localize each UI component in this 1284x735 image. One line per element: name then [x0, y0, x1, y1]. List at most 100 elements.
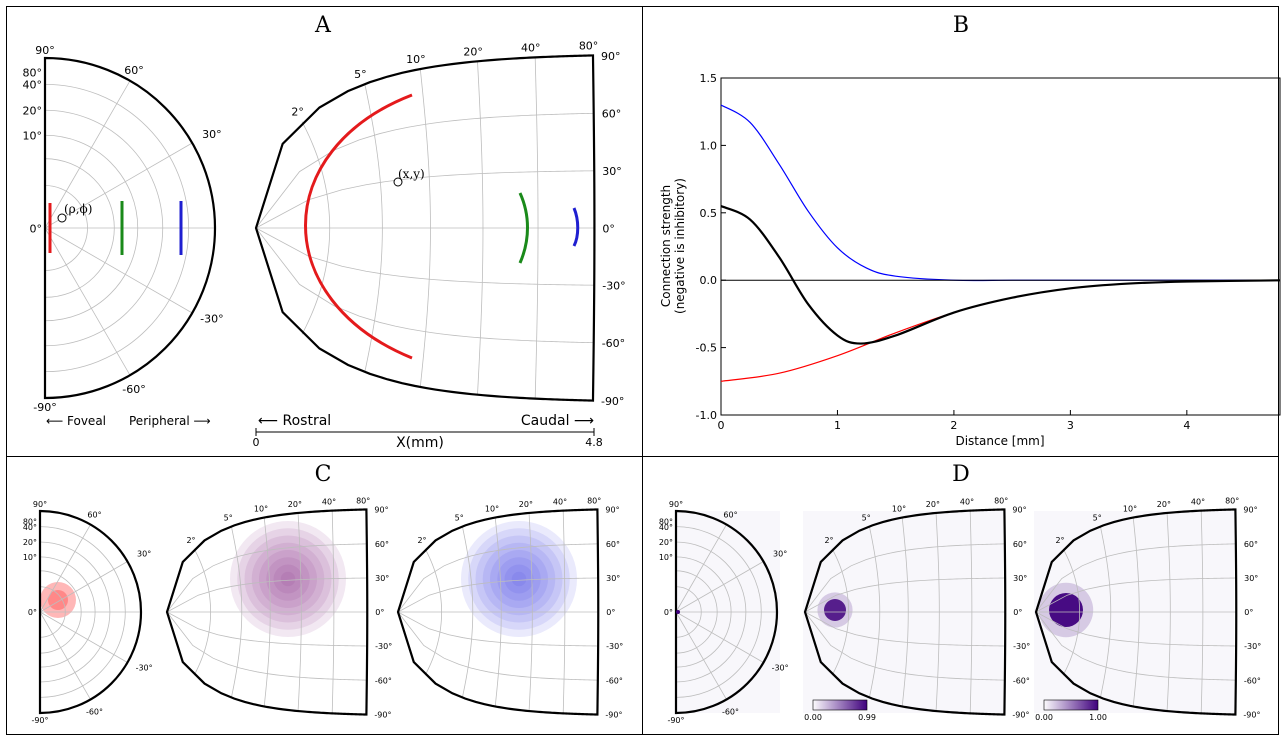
sc-ecc-label-3: 20°	[926, 500, 940, 509]
sc-angle-label-1: 60°	[1244, 540, 1258, 549]
iso-angle-line	[804, 611, 1005, 681]
retina-angle-label-7: 0°	[664, 608, 673, 617]
sc-ecc-label-0: 2°	[291, 106, 304, 119]
series-line-1	[720, 279, 1281, 382]
x-axis-title: X(mm)	[396, 435, 444, 451]
point-marker	[57, 213, 67, 223]
sc-ecc-label-3: 20°	[463, 45, 483, 58]
retina-angle-label-4: 30°	[773, 550, 787, 559]
sc-angle-label-2: 30°	[602, 165, 622, 178]
point-label: (x,y)	[398, 167, 425, 181]
activity-ring	[490, 550, 548, 608]
iso-angle-line	[255, 170, 595, 229]
panel-c-retina-map: 90° 80° 60° 40° 30° 20° 10° 0° -30° -60° -90°	[23, 500, 153, 725]
angle-ray	[39, 611, 91, 700]
angle-ray	[675, 561, 764, 613]
iso-angle-line	[166, 611, 368, 647]
sc-ecc-label-4: 40°	[960, 498, 974, 507]
panel-letter-a: A	[314, 13, 332, 38]
iso-angle-line	[397, 577, 599, 613]
series-line-2	[720, 205, 1281, 345]
activity-ring	[237, 528, 339, 630]
x-ticks: 0 1 2 3 4	[718, 410, 1190, 432]
sc-ecc-label-4: 40°	[553, 498, 567, 507]
angle-ray	[44, 227, 193, 314]
x-tick-label-0: 0	[718, 419, 725, 432]
stimulus-arc-blue	[572, 207, 580, 247]
sc-angle-label-4: -30°	[1013, 642, 1030, 651]
sc-angle-label-3: 0°	[1013, 608, 1022, 617]
iso-angle-line	[166, 577, 368, 613]
x-tick-label-1: 1	[834, 419, 841, 432]
retina-angle-label-1: 80°	[659, 518, 673, 527]
retina-angle-label-8: -30°	[200, 312, 223, 325]
retina-angle-label-9: -60°	[722, 707, 739, 716]
sc-angle-label-4: -30°	[602, 280, 625, 293]
x-tick-label-4: 4	[1183, 419, 1190, 432]
sc-ecc-label-5: 80°	[1225, 496, 1239, 505]
sc-angle-label-5: -60°	[375, 676, 392, 685]
panel-b-chart: 1.5 1.0 0.5 0.0 -0.5 -1.0 0 1 2 3 4 Distance [mm]…	[659, 72, 1281, 448]
angle-ray	[675, 611, 727, 700]
iso-angle-line	[255, 227, 595, 286]
series-line-0	[720, 104, 1280, 282]
sc-ecc-label-1: 5°	[1093, 513, 1102, 522]
activity-ring	[504, 564, 534, 594]
activity-ring	[280, 571, 296, 587]
sc-angle-label-6: -90°	[1012, 711, 1029, 720]
retina-outline	[674, 509, 779, 715]
activity-ring	[475, 535, 563, 623]
sc-ecc-label-2: 10°	[892, 505, 906, 514]
retina-angle-label-8: -30°	[772, 664, 789, 673]
retina-outline	[43, 56, 217, 400]
panel-letter-d: D	[952, 462, 970, 487]
iso-angle-line	[166, 611, 367, 681]
activity-ring	[511, 571, 527, 587]
sc-ecc-label-2: 10°	[254, 505, 268, 514]
y-ticks: 1.5 1.0 0.5 0.0 -0.5 -1.0	[696, 72, 726, 422]
activity-spot	[676, 610, 680, 614]
iso-angle-line	[397, 611, 598, 681]
sc-angle-label-5: -60°	[602, 337, 625, 350]
retina-angle-label-7: 0°	[30, 222, 43, 235]
x-axis-min: 0	[253, 436, 260, 449]
sc-ecc-label-3: 20°	[1157, 500, 1171, 509]
activity-ring	[266, 557, 310, 601]
sc-angle-label-2: 30°	[1013, 574, 1027, 583]
angle-ray	[44, 227, 131, 376]
iso-angle-line	[804, 577, 1006, 613]
iso-angle-line	[1035, 543, 1236, 613]
retina-angle-label-0: 90°	[35, 44, 55, 57]
retina-angle-label-5: 20°	[659, 538, 673, 547]
activity-blob	[40, 582, 76, 618]
sc-angle-label-5: -60°	[1244, 676, 1261, 685]
activity-spot	[1049, 593, 1083, 627]
sc-ecc-label-1: 5°	[862, 513, 871, 522]
retina-angle-label-2: 60°	[124, 64, 144, 77]
retina-angle-label-10: -90°	[667, 716, 684, 725]
retina-angle-label-6: 10°	[23, 130, 43, 143]
sc-angle-label-2: 30°	[606, 574, 620, 583]
iso-angle-line	[255, 112, 594, 229]
panel-d-retina-map: 90° 80° 60° 40° 30° 20° 10° 0° -30° -60° -90°	[659, 500, 789, 725]
panel-letter-b: B	[953, 13, 969, 38]
y-tick-label-2: 0.5	[700, 207, 718, 220]
iso-angle-line	[255, 227, 594, 344]
retina-angle-label-5: 20°	[23, 105, 43, 118]
retina-angle-label-5: 20°	[23, 538, 37, 547]
sc-angle-label-3: 0°	[1244, 608, 1253, 617]
activity-ring	[230, 521, 346, 637]
sc-angle-label-4: -30°	[606, 642, 623, 651]
sc-ecc-label-5: 80°	[579, 39, 599, 52]
sc-angle-label-0: 90°	[1243, 506, 1257, 515]
y-tick-label-3: 0.0	[700, 274, 718, 287]
panel-d-colliculus-map-2: 2° 5° 10° 20° 40° 80° 90° 60° 30° 0° -30° -60° -90° 0…	[1034, 496, 1261, 722]
sc-angle-label-0: 90°	[605, 506, 619, 515]
activity-ring	[244, 535, 332, 623]
x-tick-label-3: 3	[1067, 419, 1074, 432]
sc-ecc-label-0: 2°	[824, 536, 833, 545]
x-axis-max: 4.8	[585, 436, 603, 449]
colorbar	[1043, 699, 1099, 711]
sc-ecc-label-2: 10°	[406, 53, 426, 66]
y-axis-label-sub: (negative is inhibitory)	[673, 178, 687, 314]
